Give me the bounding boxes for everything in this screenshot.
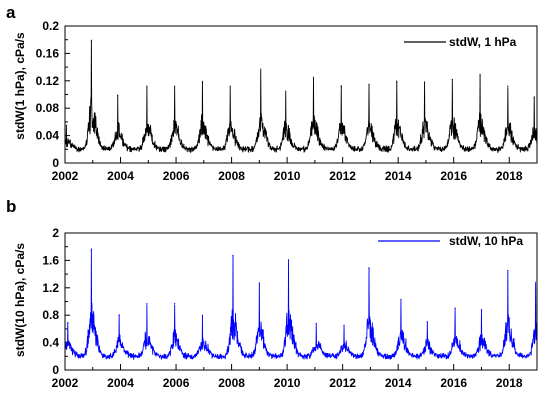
panel-a-peak-point: [90, 40, 92, 42]
panel-b-peak-point: [480, 309, 483, 312]
panel-b-legend-label: stdW, 10 hPa: [449, 234, 523, 248]
panel-a-peak-point: [368, 83, 370, 85]
panel-a-peak-point: [312, 76, 315, 78]
panel-b-series: [64, 248, 538, 360]
panel-b-peak-point: [174, 302, 176, 305]
panel-b-x-tick-label: 2018: [496, 376, 523, 390]
panel-b-y-tick-label: 0.8: [42, 308, 59, 322]
panel-a-x-axis: 2002 2004 2006 2008 2010 2012 2014 2016 2018: [52, 157, 538, 183]
panel-b-peak-point: [315, 322, 317, 325]
panel-a-y-tick-label: 0: [52, 156, 59, 170]
panel-a-peak-point: [533, 97, 535, 99]
panel-a-peak-point: [340, 85, 342, 87]
panel-a-peak-point: [285, 90, 287, 92]
panel-b-peak-point: [426, 321, 428, 323]
panel-a-frame: [64, 25, 538, 164]
panel-b-x-tick-label: 2004: [107, 376, 134, 390]
panel-b-ylabel: stdW(10 hPa), cPa/s: [13, 243, 27, 357]
panel-b-peak-point: [118, 314, 120, 316]
panel-a-peak-point: [65, 124, 67, 126]
panel-b-peak-point: [535, 281, 537, 283]
panel-b-frame: [64, 232, 538, 371]
panel-b-peak-point: [146, 302, 148, 305]
panel-a-peak-point: [201, 81, 204, 83]
panel-b-peak-point: [232, 255, 234, 257]
panel-b-y-axis: 0 0.4 0.8 1.2 1.6 2: [42, 226, 70, 377]
panel-b: b stdW(10 hPa), cPa/s 0 0.4 0.8 1.2 1.6 2 200…: [6, 197, 538, 390]
panel-b-y-tick-label: 2: [52, 226, 59, 240]
panel-a-peak-point: [229, 85, 231, 87]
panel-b-y-tick-label: 1.6: [42, 253, 59, 267]
panel-b-peak-point: [400, 298, 402, 301]
panel-a-x-tick-label: 2014: [385, 169, 412, 183]
panel-a-peak-point: [260, 68, 262, 70]
panel-b-y-tick-label: 1.2: [42, 281, 59, 295]
panel-b-peak-point: [67, 322, 69, 325]
panel-a-x-tick-label: 2018: [496, 169, 523, 183]
panel-b-x-tick-label: 2012: [329, 376, 356, 390]
panel-b-x-tick-label: 2006: [163, 376, 190, 390]
panel-b-peak-point: [201, 314, 204, 316]
panel-a-y-tick-label: 0.2: [42, 19, 59, 33]
panel-b-peak-point: [507, 270, 509, 272]
panel-b-peak-point: [368, 268, 370, 270]
panel-a-y-tick-label: 0.12: [36, 74, 60, 88]
panel-a-peak-point: [174, 85, 176, 87]
panel-b-x-tick-label: 2008: [218, 376, 245, 390]
panel-a-y-tick-label: 0.08: [36, 101, 60, 115]
panel-a-peak-point: [451, 78, 453, 81]
panel-a-peak-point: [117, 95, 119, 97]
panel-a-x-tick-label: 2004: [107, 169, 134, 183]
panel-b-x-tick-label: 2016: [440, 376, 467, 390]
panel-a-x-tick-label: 2010: [274, 169, 301, 183]
panel-a-ylabel: stdW(1 hPa), cPa/s: [13, 32, 27, 140]
panel-b-y-tick-label: 0: [52, 363, 59, 377]
panel-b-peak-point: [343, 324, 345, 327]
panel-a-x-tick-label: 2008: [218, 169, 245, 183]
panel-a-peak-point: [396, 81, 398, 83]
panel-a-legend-label: stdW, 1 hPa: [449, 35, 517, 49]
panel-a-letter: a: [6, 3, 16, 22]
panel-b-x-axis: 2002 2004 2006 2008 2010 2012 2014 2016 2018: [52, 364, 538, 390]
panel-a-y-tick-label: 0.04: [36, 129, 60, 143]
panel-a-legend: stdW, 1 hPa: [404, 35, 517, 49]
panel-b-peak-point: [258, 282, 260, 284]
panel-a-x-tick-label: 2016: [440, 169, 467, 183]
panel-a-y-tick-label: 0.16: [36, 46, 60, 60]
panel-a-x-tick-label: 2006: [163, 169, 190, 183]
panel-a-series-line: [64, 39, 538, 154]
panel-b-x-tick-label: 2010: [274, 376, 301, 390]
panel-a-series: [64, 39, 538, 154]
panel-a-x-tick-label: 2012: [329, 169, 356, 183]
panel-b-peak-point: [454, 307, 456, 309]
panel-b-x-tick-label: 2002: [52, 376, 79, 390]
panel-b-y-tick-label: 0.4: [42, 336, 59, 350]
panel-b-series-line: [64, 248, 538, 360]
panel-b-peak-point: [90, 249, 92, 251]
panel-b-legend: stdW, 10 hPa: [378, 234, 523, 248]
panel-a-peak-point: [423, 81, 426, 83]
panel-b-x-tick-label: 2014: [385, 376, 412, 390]
panel-a-x-tick-label: 2002: [52, 169, 79, 183]
panel-b-letter: b: [6, 197, 16, 216]
panel-b-peak-point: [287, 259, 290, 261]
panel-a-peak-point: [146, 85, 148, 87]
panel-a: a stdW(1 hPa), cPa/s 0 0.04 0.08 0.12 0.16 0.…: [6, 3, 538, 183]
panel-a-peak-point: [479, 74, 481, 76]
panel-a-peak-point: [507, 85, 509, 87]
